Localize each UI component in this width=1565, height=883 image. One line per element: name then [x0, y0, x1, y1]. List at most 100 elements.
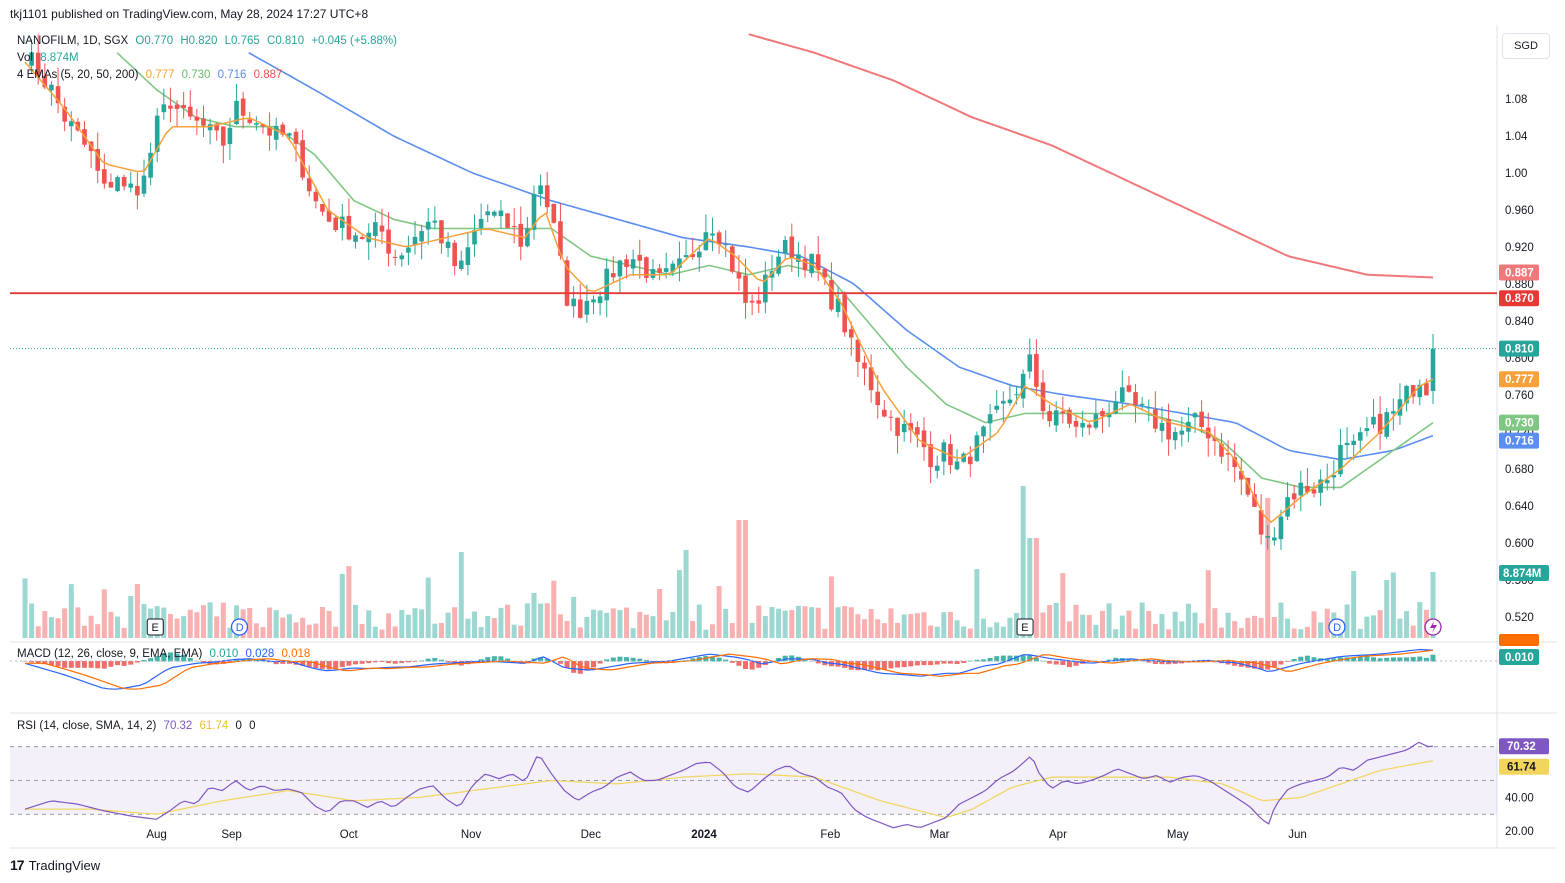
volume-bar: [815, 607, 821, 638]
candle-body: [1252, 494, 1257, 507]
price-label-text: 0.887: [1505, 267, 1534, 279]
volume-bar: [954, 620, 960, 638]
volume-bar: [749, 622, 755, 638]
volume-bar: [630, 628, 636, 638]
macd-histogram-bar: [895, 661, 901, 668]
candle-body: [221, 126, 226, 146]
volume-bar: [485, 615, 491, 638]
candle-body: [796, 254, 801, 263]
close-value: C0.810: [267, 35, 305, 47]
candle-body: [1371, 416, 1376, 425]
candle-body: [1172, 431, 1178, 441]
volume-bar: [1166, 629, 1172, 638]
currency-button[interactable]: SGD: [1502, 33, 1550, 59]
macd-histogram-bar: [101, 661, 107, 669]
candle-body: [531, 194, 537, 230]
macd-histogram-bar: [736, 661, 742, 666]
volume-bar: [584, 616, 590, 638]
candle-body: [135, 185, 140, 196]
ema200-line: [748, 33, 1434, 279]
candle-body: [108, 181, 114, 188]
macd-line-value: 0.028: [245, 648, 275, 660]
volume-bar: [214, 616, 220, 638]
candle-body: [730, 246, 735, 272]
candle-body: [716, 232, 722, 245]
macd-histogram-bar: [425, 658, 431, 662]
volume-bar: [432, 623, 438, 638]
volume-bar: [1258, 617, 1264, 638]
symbol-name[interactable]: NANOFILM, 1D, SGX: [17, 35, 129, 47]
candle-body: [1331, 475, 1337, 478]
macd-histogram-bar: [1106, 659, 1112, 662]
candle-body: [1232, 457, 1237, 468]
candle-body: [987, 414, 993, 424]
volume-bar: [650, 616, 656, 638]
rsi-label[interactable]: RSI (14, close, SMA, 14, 2): [17, 720, 157, 732]
candle-body: [326, 210, 332, 222]
volume-bar: [1020, 486, 1026, 638]
candle-body: [154, 115, 160, 152]
macd-histogram-bar: [1344, 657, 1350, 662]
rsi-extra-2: 0: [249, 720, 256, 732]
macd-histogram-bar: [1113, 657, 1119, 662]
volume-bar: [524, 603, 530, 638]
volume-bar: [425, 577, 431, 638]
candle-body: [379, 225, 385, 232]
candle-body: [1153, 409, 1158, 429]
volume-bar: [590, 609, 596, 638]
volume-bar: [359, 624, 365, 638]
ema200-value: 0.887: [253, 69, 283, 81]
macd-histogram-bar: [68, 661, 74, 668]
candle-body: [842, 294, 847, 333]
time-tick-label: 2024: [691, 829, 717, 841]
volume-bar: [1218, 627, 1224, 638]
volume-bar: [339, 573, 345, 638]
volume-bar: [762, 616, 768, 638]
tradingview-footer: 17 TradingView: [10, 857, 100, 873]
candle-body: [1351, 440, 1356, 446]
macd-histogram-bar: [445, 661, 451, 663]
candle-body: [1311, 489, 1317, 494]
candle-body: [1001, 400, 1006, 404]
volume-bar: [1304, 626, 1310, 638]
macd-histogram-bar: [1364, 656, 1370, 662]
macd-histogram-bar: [914, 661, 920, 666]
volume-bar: [934, 626, 940, 638]
volume-bar: [101, 589, 107, 638]
volume-bar: [921, 612, 927, 638]
price-tick-label: 0.960: [1505, 205, 1534, 217]
volume-bar: [273, 610, 279, 638]
macd-label[interactable]: MACD (12, 26, close, 9, EMA, EMA): [17, 648, 203, 660]
candle-body: [650, 269, 656, 278]
candle-body: [1007, 399, 1013, 404]
candle-body: [815, 254, 821, 271]
candle-body: [571, 298, 576, 307]
candle-body: [68, 121, 74, 127]
candle-body: [1166, 419, 1171, 440]
candle-body: [1285, 497, 1290, 517]
candle-body: [1067, 409, 1072, 424]
macd-histogram-bar: [227, 661, 233, 662]
candle-body: [1377, 413, 1383, 434]
volume-label[interactable]: Vol: [17, 52, 33, 64]
candle-body: [267, 127, 272, 136]
volume-bar: [187, 609, 193, 638]
macd-histogram-bar: [1033, 657, 1039, 662]
macd-histogram-bar: [405, 661, 411, 663]
candle-body: [425, 221, 431, 230]
candle-body: [1120, 387, 1125, 402]
price-label-box: [1499, 264, 1539, 281]
candle-body: [776, 256, 781, 274]
rsi-ma-label-text: 61.74: [1507, 762, 1536, 774]
ema-label[interactable]: 4 EMAs (5, 20, 50, 200): [17, 69, 139, 81]
candle-body: [95, 149, 101, 171]
candle-body: [1397, 399, 1403, 416]
candle-body: [637, 254, 643, 261]
volume-bar: [55, 618, 61, 638]
rsi-label-box: [1499, 738, 1549, 755]
candle-body: [260, 124, 266, 127]
candle-body: [273, 125, 279, 140]
price-tick-label: 1.08: [1505, 94, 1527, 106]
volume-bar: [1179, 621, 1185, 638]
